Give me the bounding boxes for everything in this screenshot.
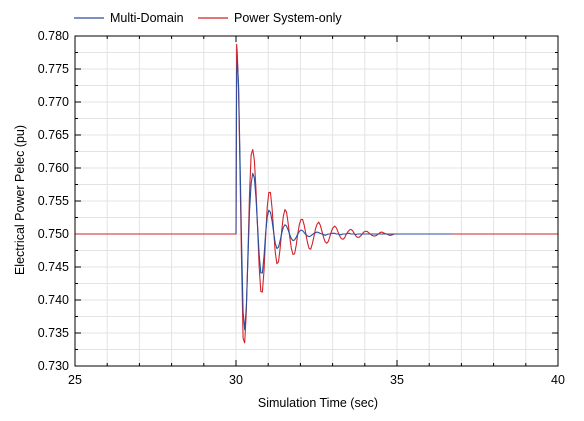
y-tick-label: 0.765	[38, 128, 69, 142]
legend-label-power-system-only: Power System-only	[234, 11, 342, 25]
plot-area-frame	[74, 35, 559, 367]
y-tick-label: 0.740	[38, 293, 69, 307]
x-tick-label: 35	[390, 373, 404, 387]
y-tick-label: 0.750	[38, 227, 69, 241]
y-tick-label: 0.755	[38, 194, 69, 208]
y-tick-label: 0.735	[38, 326, 69, 340]
grid	[75, 36, 558, 366]
y-axis-label: Electrical Power Pelec (pu)	[13, 125, 27, 275]
series-lines	[75, 44, 558, 344]
legend-label-multi-domain: Multi-Domain	[110, 11, 184, 25]
x-axis-label: Simulation Time (sec)	[258, 396, 378, 410]
x-tick-label: 25	[68, 373, 82, 387]
tick-labels: 25 30 35 40 0.730 0.735 0.740 0.745 0.750 0.755 0.…	[38, 29, 565, 387]
y-tick-label: 0.780	[38, 29, 69, 43]
y-tick-label: 0.745	[38, 260, 69, 274]
series-line-multi-domain	[235, 59, 451, 331]
y-tick-label: 0.770	[38, 95, 69, 109]
x-tick-label: 30	[229, 373, 243, 387]
y-tick-label: 0.760	[38, 161, 69, 175]
legend: Multi-Domain Power System-only	[74, 11, 342, 25]
x-tick-label: 40	[551, 373, 565, 387]
y-tick-label: 0.730	[38, 359, 69, 373]
y-tick-label: 0.775	[38, 62, 69, 76]
